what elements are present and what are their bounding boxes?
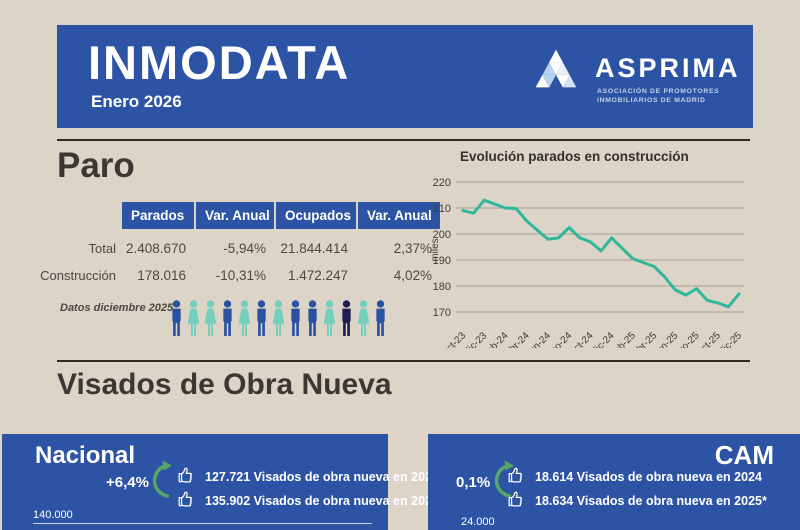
male-figure-icon	[223, 300, 232, 336]
stat-text: 135.902 Visados de obra nueva en 2025*	[205, 494, 444, 508]
female-figure-icon	[238, 300, 251, 336]
table-cell: 1.472.247	[287, 268, 348, 283]
table-cell: 178.016	[137, 268, 186, 283]
female-figure-icon	[187, 300, 200, 336]
column-header: Parados	[122, 202, 194, 229]
panel-nacional: Nacional +6,4% 127.721 Visados de obra n…	[2, 434, 444, 530]
svg-text:190: 190	[433, 255, 451, 267]
axis-tick-label: 24.000	[461, 516, 495, 528]
female-figure-icon	[272, 300, 285, 336]
svg-text:170: 170	[433, 307, 451, 319]
thumbs-up-icon	[506, 489, 527, 513]
panel-region-title: Nacional	[35, 442, 136, 469]
divider	[57, 139, 750, 141]
logo-wordmark: ASPRIMA	[595, 53, 741, 83]
svg-text:200: 200	[433, 229, 451, 241]
chart-title: Evolución parados en construcción	[460, 149, 689, 164]
table-cell: 4,02%	[393, 268, 432, 283]
curved-growth-arrow-icon	[148, 458, 174, 507]
logo-tagline: ASOCIACIÓN DE PROMOTORES INMOBILIARIOS D…	[597, 88, 720, 104]
people-pictogram	[168, 298, 389, 339]
axis-tick-label: 140.000	[33, 509, 73, 521]
stat-row: 18.614 Visados de obra nueva en 2024	[506, 465, 767, 489]
row-label: Total	[88, 241, 116, 256]
thumbs-up-icon	[176, 465, 197, 489]
female-figure-icon	[357, 300, 370, 336]
male-figure-icon	[257, 300, 266, 336]
section-title-paro: Paro	[57, 146, 135, 185]
stat-row: 18.634 Visados de obra nueva en 2025*	[506, 489, 767, 513]
stat-text: 18.634 Visados de obra nueva en 2025*	[535, 494, 767, 508]
table-cell: -10,31%	[215, 268, 266, 283]
female-figure-icon	[323, 300, 336, 336]
svg-text:210: 210	[433, 203, 451, 215]
data-footnote: Datos diciembre 2025	[60, 302, 174, 314]
column-header: Ocupados	[276, 202, 356, 229]
table-cell: 21.844.414	[280, 241, 348, 256]
panel-region-title: CAM	[714, 440, 774, 470]
svg-text:oct-23: oct-23	[441, 330, 469, 348]
row-label: Construcción	[40, 268, 116, 283]
table-cell: 2.408.670	[125, 241, 186, 256]
male-figure-icon	[172, 300, 181, 336]
divider	[57, 360, 750, 362]
male-figure-icon	[308, 300, 317, 336]
male-figure-icon	[342, 300, 351, 336]
thumbs-up-icon	[506, 465, 527, 489]
stat-row: 135.902 Visados de obra nueva en 2025*	[176, 489, 444, 513]
section-title-visados: Visados de Obra Nueva	[57, 368, 392, 401]
asprima-logo-icon	[525, 47, 587, 96]
gridline	[33, 523, 372, 524]
stat-text: 127.721 Visados de obra nueva en 2024	[205, 470, 439, 484]
stat-text: 18.614 Visados de obra nueva en 2024	[535, 470, 762, 484]
table-cell: 2,37%	[393, 241, 432, 256]
column-header: Var. Anual	[358, 202, 440, 229]
female-figure-icon	[204, 300, 217, 336]
thumbs-up-icon	[176, 489, 197, 513]
growth-percentage: 0,1%	[456, 474, 491, 491]
svg-text:180: 180	[433, 281, 451, 293]
curved-growth-arrow-icon	[490, 458, 516, 507]
column-header: Var. Anual	[196, 202, 274, 229]
panel-cam: CAM 0,1% 18.614 Visados de obra nueva en…	[428, 434, 800, 530]
paro-table: Parados Var. Anual Ocupados Var. Anual T…	[40, 202, 440, 283]
male-figure-icon	[376, 300, 385, 336]
svg-text:miles: miles	[430, 238, 441, 261]
edition-date: Enero 2026	[91, 92, 182, 111]
header-banner: INMODATA Enero 2026 ASPRIMA ASOCIACIÓN D…	[57, 25, 753, 128]
male-figure-icon	[291, 300, 300, 336]
table-cell: -5,94%	[223, 241, 266, 256]
growth-percentage: +6,4%	[106, 474, 149, 491]
stat-row: 127.721 Visados de obra nueva en 2024	[176, 465, 444, 489]
visados-stats: 127.721 Visados de obra nueva en 2024 13…	[176, 465, 444, 513]
svg-text:220: 220	[433, 177, 451, 189]
visados-stats: 18.614 Visados de obra nueva en 2024 18.…	[506, 465, 767, 513]
unemployment-line-chart: 170180190200210220milesoct-23dic-23feb-2…	[430, 177, 744, 348]
page-title: INMODATA	[88, 36, 351, 89]
